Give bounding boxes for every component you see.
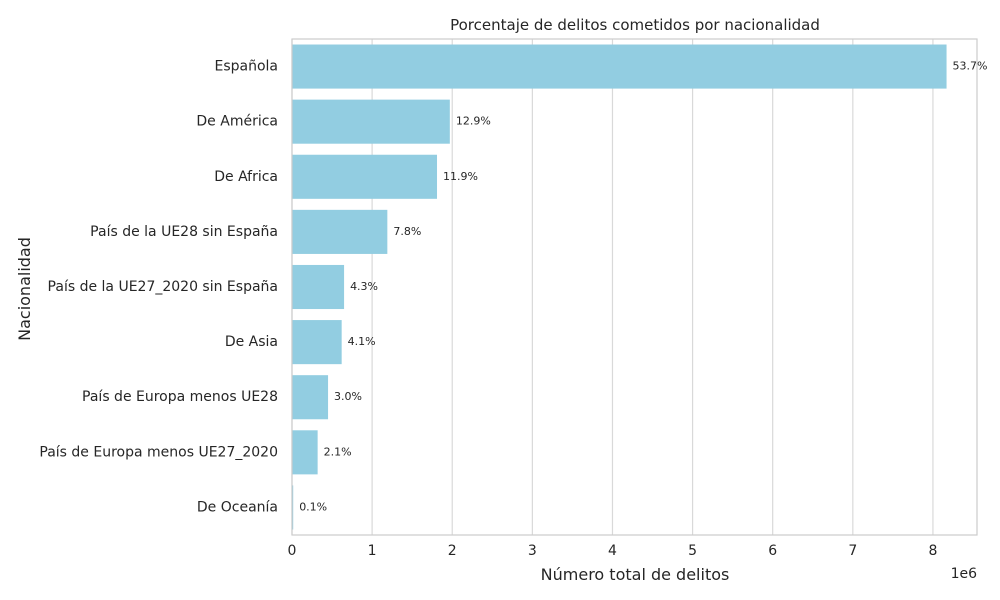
x-tick-label-0: 0 bbox=[288, 543, 297, 559]
x-tick-label-7: 7 bbox=[848, 543, 857, 559]
category-label-2: De Africa bbox=[214, 169, 278, 185]
data-label-2: 11.9% bbox=[443, 170, 478, 183]
data-label-4: 4.3% bbox=[350, 280, 378, 293]
category-labels: Española De América De Africa País de la UE… bbox=[39, 59, 278, 516]
bar-1 bbox=[292, 99, 450, 144]
category-label-6: País de Europa menos UE28 bbox=[82, 389, 278, 405]
x-tick-label-6: 6 bbox=[768, 543, 777, 559]
x-axis-offset-label: 1e6 bbox=[951, 566, 978, 582]
x-axis-label: Número total de delitos bbox=[541, 565, 730, 584]
bar-5 bbox=[292, 320, 342, 365]
data-label-3: 7.8% bbox=[393, 225, 421, 238]
bar-8 bbox=[292, 485, 294, 530]
category-label-4: País de la UE27_2020 sin España bbox=[48, 279, 278, 295]
data-label-5: 4.1% bbox=[348, 335, 376, 348]
x-tick-label-1: 1 bbox=[368, 543, 377, 559]
x-tick-labels: 0 1 2 3 4 5 6 7 8 bbox=[288, 543, 938, 559]
data-label-1: 12.9% bbox=[456, 115, 491, 128]
data-label-6: 3.0% bbox=[334, 390, 362, 403]
category-label-0: Española bbox=[214, 59, 278, 75]
bar-6 bbox=[292, 375, 329, 420]
data-label-0: 53.7% bbox=[953, 60, 988, 73]
category-label-8: De Oceanía bbox=[197, 499, 278, 515]
plot-frame bbox=[291, 38, 978, 536]
x-tick-label-3: 3 bbox=[528, 543, 537, 559]
category-label-3: País de la UE28 sin España bbox=[90, 224, 278, 240]
category-label-7: País de Europa menos UE27_2020 bbox=[39, 444, 278, 460]
x-tick-label-2: 2 bbox=[448, 543, 457, 559]
chart-title: Porcentaje de delitos cometidos por naci… bbox=[450, 16, 820, 34]
data-label-8: 0.1% bbox=[299, 500, 327, 513]
category-label-1: De América bbox=[196, 114, 278, 130]
x-tick-label-8: 8 bbox=[928, 543, 937, 559]
data-labels: 53.7% 12.9% 11.9% 7.8% 4.3% 4.1% 3.0% 2.1% 0.1% bbox=[299, 60, 987, 514]
bar-2 bbox=[292, 154, 438, 199]
bar-7 bbox=[292, 430, 318, 475]
x-tick-label-5: 5 bbox=[688, 543, 697, 559]
bar-3 bbox=[292, 209, 388, 254]
data-label-7: 2.1% bbox=[324, 445, 352, 458]
bar-4 bbox=[292, 264, 345, 310]
bar-0 bbox=[292, 44, 947, 89]
y-axis-label: Nacionalidad bbox=[15, 237, 34, 341]
bars bbox=[292, 44, 947, 530]
category-label-5: De Asia bbox=[225, 334, 278, 350]
x-tick-label-4: 4 bbox=[608, 543, 617, 559]
